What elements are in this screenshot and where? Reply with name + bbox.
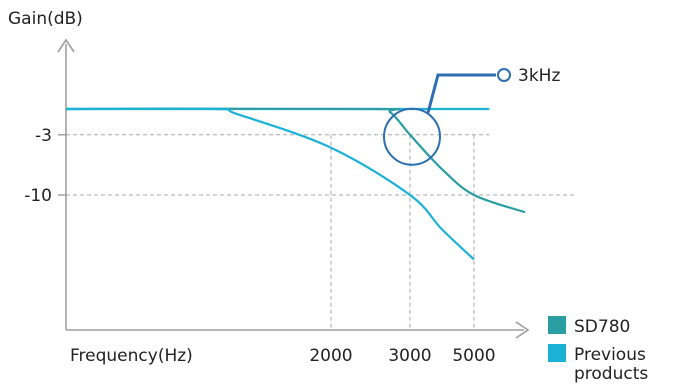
series-line-previous-products (65, 107, 475, 261)
legend-label-line-1: products (574, 364, 648, 384)
legend-label-sd780: SD780 (574, 317, 630, 337)
y-tick-label-1: -10 (24, 186, 52, 206)
y-axis-label: Gain(dB) (8, 9, 83, 29)
legend: SD780 Previous products (548, 316, 648, 384)
legend-label-line-0: Previous (574, 345, 646, 365)
legend-label-previous-products: Previous products (574, 345, 648, 384)
annotation-leader-line (426, 73, 496, 114)
legend-swatch-previous-products (548, 344, 566, 362)
x-tick-label-2: 5000 (452, 346, 495, 366)
annotation-label: 3kHz (518, 66, 560, 86)
x-axis-label: Frequency(Hz) (70, 346, 193, 366)
annotation-circle-icon (383, 107, 441, 166)
x-axis-arrow-icon (515, 321, 530, 339)
x-tick-label-1: 3000 (388, 346, 431, 366)
series-line-sd780 (65, 107, 526, 214)
annotation-3khz: 3kHz (383, 66, 560, 166)
annotation-endpoint-icon (497, 68, 511, 82)
y-tick-label-0: -3 (35, 126, 52, 146)
legend-swatch-sd780 (548, 316, 566, 334)
x-tick-label-0: 2000 (309, 346, 352, 366)
y-axis-arrow-icon (57, 38, 75, 53)
